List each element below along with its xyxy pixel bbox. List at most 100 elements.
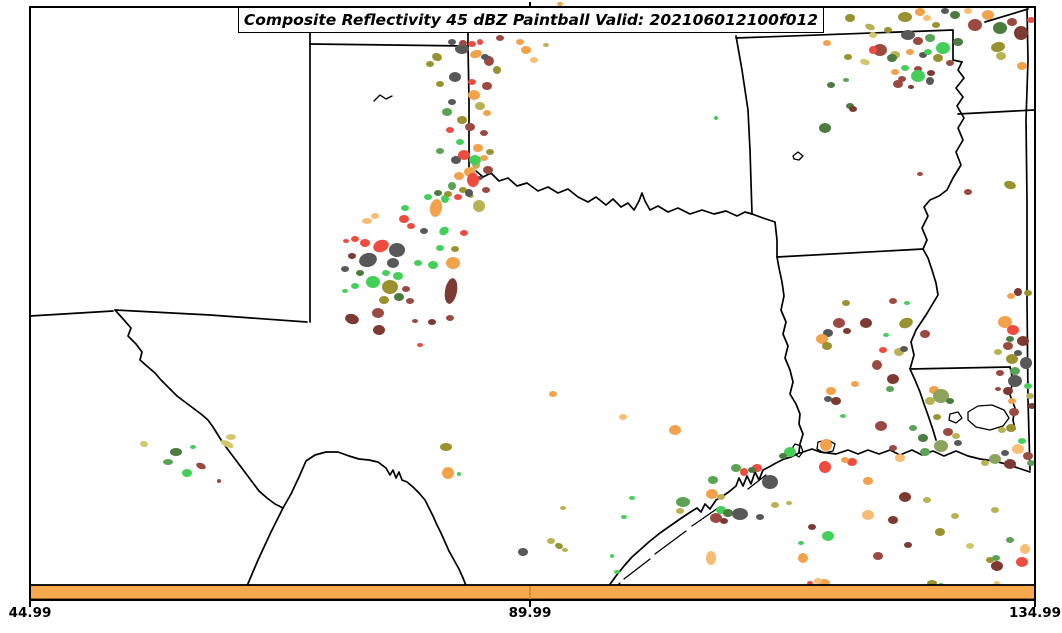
paintball-blob [557, 2, 563, 6]
paintball-blob [998, 316, 1012, 328]
paintball-blob [732, 508, 748, 520]
paintball-blob [843, 328, 851, 334]
paintball-blob [468, 79, 476, 85]
paintball-blob [723, 509, 733, 517]
paintball-blob [911, 70, 925, 82]
paintball-blob [621, 515, 627, 519]
paintball-blob [190, 445, 196, 449]
paintball-blob [714, 116, 718, 120]
paintball-blob [482, 187, 490, 193]
plot-title: Composite Reflectivity 45 dBZ Paintball … [243, 11, 819, 29]
colorbar-bar [29, 584, 1036, 601]
lake-pontchartrain [967, 404, 1010, 431]
paintball-blob [968, 19, 982, 31]
paintball-blob [486, 149, 494, 155]
paintball-blob [518, 548, 528, 556]
border-texas-panhandle-north [309, 43, 469, 47]
paintball-blob [762, 475, 778, 489]
lake-maurepas [948, 411, 963, 424]
paintball-blob [827, 82, 835, 88]
border-newmexico-mexico [29, 310, 114, 317]
paintball-blob [1001, 450, 1009, 456]
paintball-blob [465, 189, 473, 197]
paintball-blob [440, 443, 452, 451]
border-red-river [468, 167, 753, 217]
paintball-blob [451, 156, 461, 164]
paintball-blob [480, 130, 488, 136]
paintball-blob [543, 43, 549, 47]
paintball-blob [483, 110, 491, 116]
paintball-blob [560, 506, 566, 510]
paintball-blob [933, 389, 949, 403]
paintball-blob [872, 360, 882, 370]
paintball-blob [822, 342, 832, 350]
paintball-blob [382, 270, 390, 276]
paintball-blob [1024, 290, 1032, 296]
paintball-blob [1012, 444, 1024, 454]
paintball-blob [382, 280, 398, 294]
paintball-blob [482, 82, 492, 90]
paintball-blob [820, 439, 832, 451]
paintball-blob [952, 433, 960, 439]
paintball-blob [982, 10, 994, 20]
paintball-blob [981, 460, 989, 466]
paintball-blob [863, 477, 873, 485]
paintball-blob [860, 58, 870, 66]
paintball-blob [708, 476, 718, 484]
paintball-blob [808, 524, 816, 530]
paintball-blob [900, 346, 908, 352]
paintball-blob [451, 246, 459, 252]
paintball-blob [379, 296, 389, 304]
paintball-blob [1010, 367, 1020, 375]
paintball-blob [1008, 375, 1022, 387]
paintball-blob [899, 317, 913, 329]
paintball-blob [895, 454, 905, 462]
paintball-blob [420, 228, 428, 234]
paintball-blob [436, 245, 444, 251]
paintball-blob [614, 570, 620, 574]
paintball-blob [798, 553, 808, 563]
paintball-blob [879, 347, 887, 353]
paintball-blob [676, 508, 684, 514]
paintball-blob [841, 457, 849, 463]
paintball-blob [436, 81, 444, 87]
paintball-blob [950, 11, 960, 19]
paintball-blob [342, 289, 348, 293]
mississippi-river [909, 61, 965, 441]
paintball-blob [887, 374, 899, 384]
paintball-blob [477, 39, 483, 45]
paintball-blob [933, 414, 941, 420]
paintball-blob [816, 334, 828, 344]
paintball-blob [710, 513, 722, 523]
paintball-blob [1008, 398, 1016, 404]
paintball-blob [1014, 26, 1028, 40]
paintball-blob [1006, 537, 1014, 543]
paintball-blob [480, 155, 488, 161]
paintball-blob [348, 253, 356, 259]
paintball-blob [807, 581, 813, 585]
border-oklahoma-arkansas [735, 35, 753, 215]
paintball-blob [555, 542, 563, 550]
paintball-blob [917, 172, 923, 176]
paintball-blob [756, 514, 764, 520]
lake-meredith [373, 94, 393, 102]
paintball-blob [434, 190, 442, 196]
paintball-blob [468, 41, 476, 47]
paintball-blob [473, 144, 483, 152]
paintball-blob [946, 398, 954, 404]
paintball-blob [465, 123, 475, 131]
paintball-blob [1003, 342, 1013, 350]
paintball-blob [901, 65, 909, 71]
paintball-blob [1023, 452, 1033, 460]
paintball-blob [934, 440, 948, 452]
paintball-blob [426, 61, 434, 67]
paintball-blob [889, 445, 897, 451]
paintball-blob [619, 414, 627, 420]
paintball-blob [1017, 336, 1029, 346]
paintball-blob [991, 41, 1005, 53]
paintball-blob [991, 507, 999, 513]
rio-grande-upper [114, 309, 284, 509]
paintball-blob [407, 223, 415, 229]
border-missouri-arkansas [735, 29, 963, 63]
paintball-blob [448, 39, 456, 45]
